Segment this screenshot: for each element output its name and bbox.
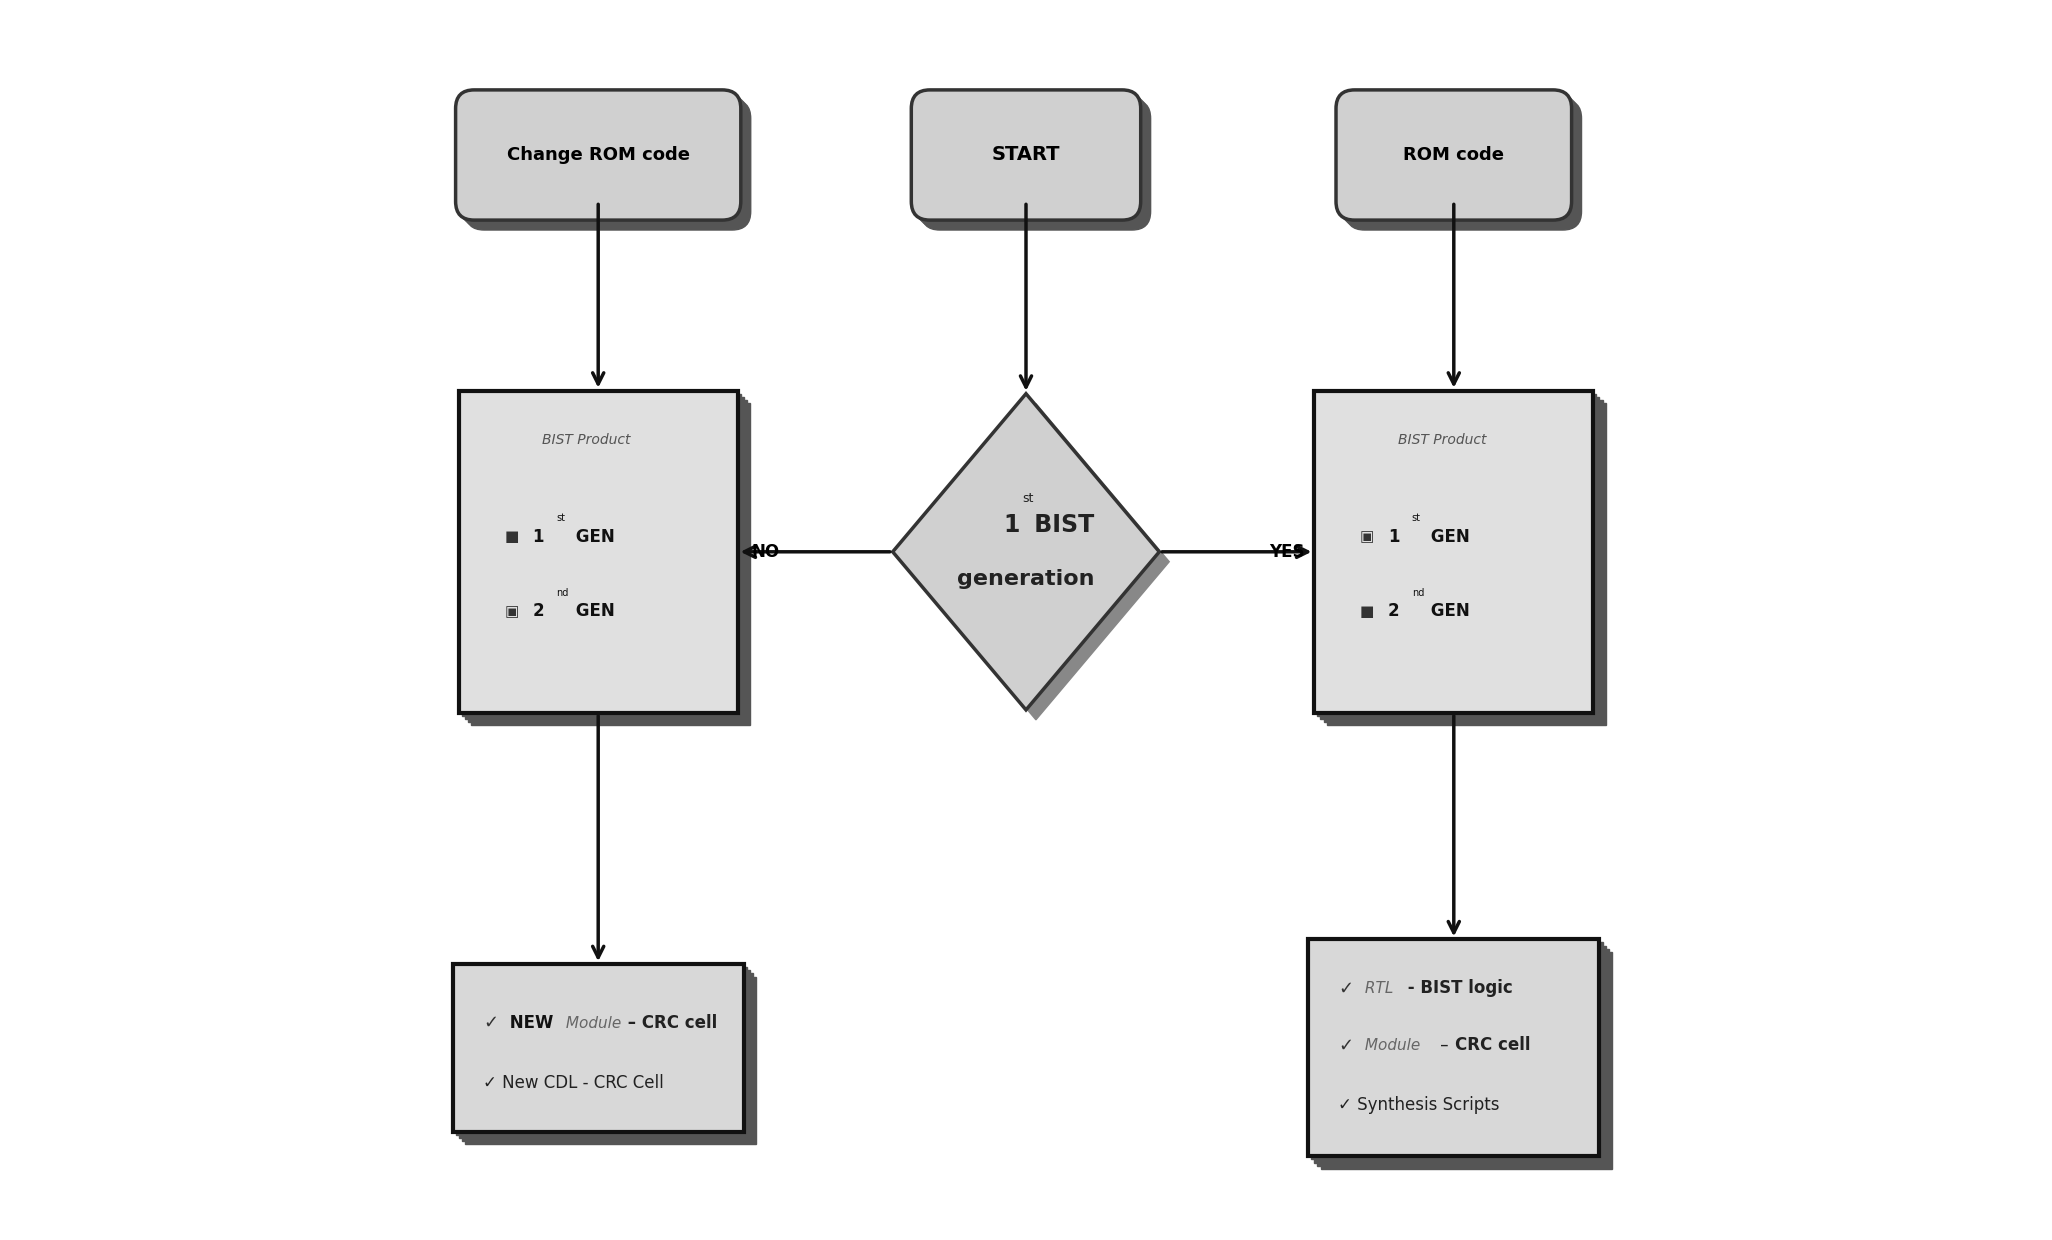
- FancyBboxPatch shape: [1321, 397, 1599, 719]
- Text: CRC cell: CRC cell: [1455, 1037, 1531, 1054]
- Text: st: st: [556, 513, 564, 523]
- Text: –: –: [1434, 1037, 1455, 1054]
- FancyBboxPatch shape: [466, 397, 745, 719]
- FancyBboxPatch shape: [1313, 391, 1592, 713]
- FancyBboxPatch shape: [472, 403, 751, 725]
- FancyBboxPatch shape: [460, 391, 739, 713]
- Polygon shape: [903, 403, 1170, 719]
- Text: BIST Product: BIST Product: [1397, 433, 1486, 448]
- FancyBboxPatch shape: [1336, 91, 1572, 221]
- Text: – CRC cell: – CRC cell: [622, 1014, 716, 1032]
- FancyBboxPatch shape: [917, 97, 1147, 227]
- Polygon shape: [893, 393, 1159, 709]
- FancyBboxPatch shape: [456, 967, 747, 1135]
- FancyBboxPatch shape: [1324, 399, 1603, 722]
- FancyBboxPatch shape: [460, 970, 751, 1138]
- Text: - BIST logic: - BIST logic: [1402, 980, 1512, 997]
- Text: 1: 1: [1003, 512, 1020, 537]
- FancyBboxPatch shape: [1340, 93, 1574, 223]
- FancyBboxPatch shape: [1346, 99, 1582, 231]
- Text: ✓ Synthesis Scripts: ✓ Synthesis Scripts: [1338, 1096, 1500, 1114]
- Text: ▣: ▣: [1360, 529, 1375, 544]
- Text: ✓ New CDL - CRC Cell: ✓ New CDL - CRC Cell: [482, 1074, 663, 1091]
- Text: ✓: ✓: [1338, 1037, 1354, 1054]
- FancyBboxPatch shape: [1313, 945, 1607, 1163]
- Text: st: st: [1412, 513, 1420, 523]
- FancyBboxPatch shape: [1317, 949, 1609, 1166]
- FancyBboxPatch shape: [460, 93, 745, 223]
- Text: st: st: [1022, 492, 1034, 505]
- Text: GEN: GEN: [1426, 528, 1469, 546]
- Text: 1: 1: [1387, 528, 1399, 546]
- Text: nd: nd: [556, 588, 568, 598]
- Text: Module: Module: [1360, 1038, 1420, 1053]
- Text: RTL: RTL: [1360, 981, 1393, 996]
- FancyBboxPatch shape: [466, 977, 757, 1143]
- FancyBboxPatch shape: [1328, 403, 1607, 725]
- Text: NEW: NEW: [505, 1014, 554, 1032]
- FancyBboxPatch shape: [1307, 940, 1599, 1156]
- Text: GEN: GEN: [1426, 603, 1469, 620]
- FancyBboxPatch shape: [921, 99, 1151, 231]
- FancyBboxPatch shape: [1311, 942, 1603, 1159]
- FancyBboxPatch shape: [915, 93, 1145, 223]
- Text: ✓: ✓: [482, 1014, 499, 1032]
- FancyBboxPatch shape: [462, 973, 753, 1141]
- FancyBboxPatch shape: [1321, 952, 1613, 1168]
- FancyBboxPatch shape: [456, 91, 741, 221]
- Text: ■: ■: [505, 529, 519, 544]
- Text: YES: YES: [1268, 543, 1305, 560]
- Text: ▣: ▣: [505, 604, 519, 619]
- Text: Module: Module: [560, 1016, 622, 1030]
- FancyBboxPatch shape: [1317, 393, 1596, 715]
- Text: 2: 2: [531, 603, 544, 620]
- FancyBboxPatch shape: [453, 965, 745, 1131]
- FancyBboxPatch shape: [466, 99, 751, 231]
- FancyBboxPatch shape: [462, 393, 741, 715]
- Text: START: START: [991, 145, 1061, 165]
- Text: 1: 1: [531, 528, 544, 546]
- Text: ✓: ✓: [1338, 980, 1354, 997]
- Text: NO: NO: [751, 543, 780, 560]
- Text: generation: generation: [956, 569, 1096, 589]
- FancyBboxPatch shape: [462, 97, 747, 227]
- Text: GEN: GEN: [570, 528, 614, 546]
- Text: BIST Product: BIST Product: [542, 433, 630, 448]
- Text: ROM code: ROM code: [1404, 146, 1504, 164]
- Text: nd: nd: [1412, 588, 1424, 598]
- FancyBboxPatch shape: [1342, 97, 1578, 227]
- Text: 2: 2: [1387, 603, 1399, 620]
- FancyBboxPatch shape: [911, 91, 1141, 221]
- Text: ■: ■: [1360, 604, 1375, 619]
- Text: Change ROM code: Change ROM code: [507, 146, 689, 164]
- Text: BIST: BIST: [1026, 512, 1094, 537]
- Text: GEN: GEN: [570, 603, 614, 620]
- FancyBboxPatch shape: [468, 399, 747, 722]
